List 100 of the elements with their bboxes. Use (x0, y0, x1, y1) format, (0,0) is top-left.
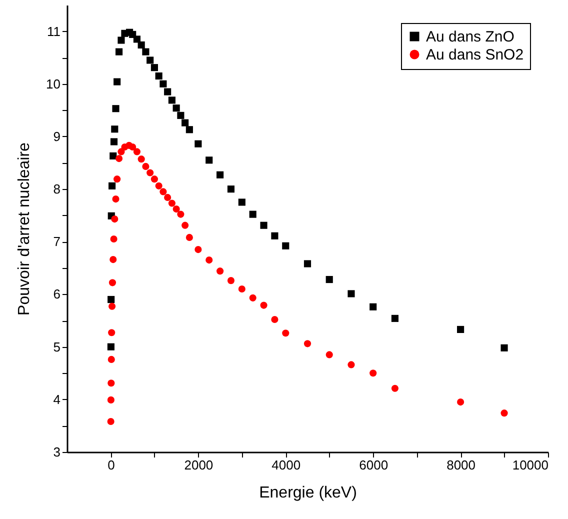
y-tick-label: 10 (46, 76, 60, 92)
y-tick-label: 9 (53, 128, 60, 144)
point (155, 72, 162, 80)
point (348, 290, 355, 298)
y-axis-title: Pouvoir d'arret nucleaire (16, 142, 34, 316)
point (282, 242, 290, 250)
point (206, 256, 213, 264)
point (172, 104, 180, 112)
point (260, 222, 268, 229)
point (150, 176, 158, 183)
point (238, 285, 246, 293)
y-tick-label: 3 (53, 444, 60, 460)
point (116, 48, 123, 56)
point (164, 194, 172, 201)
point (391, 314, 398, 322)
point (142, 162, 150, 170)
point (133, 36, 140, 43)
point (186, 126, 193, 134)
x-axis-title: Energie (keV) (259, 484, 357, 502)
point (118, 36, 125, 44)
point (304, 340, 312, 348)
x-tick-label: 2000 (184, 458, 214, 472)
y-tick-label: 5 (53, 339, 60, 354)
point (271, 232, 278, 240)
point (249, 294, 256, 302)
point (114, 176, 121, 183)
point (282, 330, 290, 337)
legend-label: Au dans ZnO (426, 28, 514, 46)
point (206, 156, 213, 164)
point (391, 384, 398, 392)
point (116, 155, 123, 162)
point (129, 143, 136, 151)
point (107, 418, 114, 426)
point (168, 200, 176, 207)
point (160, 80, 167, 88)
point (326, 351, 333, 358)
point (108, 380, 115, 387)
point (370, 303, 377, 310)
point (155, 182, 162, 190)
point (194, 140, 202, 148)
point (216, 171, 224, 178)
point (108, 356, 115, 363)
point (146, 56, 154, 64)
point (107, 396, 114, 404)
point (110, 256, 117, 264)
y-tick-label: 6 (53, 286, 60, 302)
point (111, 126, 118, 133)
point (370, 370, 377, 377)
point (112, 105, 120, 112)
x-tick-label: 4000 (272, 458, 301, 472)
point (142, 48, 150, 56)
point (133, 148, 140, 156)
point (457, 326, 464, 334)
point (326, 276, 333, 284)
point (110, 152, 117, 160)
y-tick-label: 7 (53, 234, 60, 250)
point (160, 188, 167, 196)
point (146, 169, 154, 176)
point (108, 182, 116, 190)
point (172, 206, 180, 213)
point (110, 235, 118, 243)
point (182, 119, 189, 126)
point (227, 277, 235, 284)
point (164, 88, 172, 96)
point (177, 210, 184, 218)
point (500, 410, 508, 417)
point (348, 361, 355, 368)
point (168, 96, 176, 104)
point (194, 246, 202, 254)
x-tick-label: 6000 (359, 458, 388, 472)
point (186, 234, 193, 241)
point (150, 64, 158, 72)
y-tick-label: 8 (53, 182, 60, 197)
y-tick-label: 11 (47, 24, 60, 39)
point (177, 112, 184, 119)
point (500, 344, 508, 352)
y-tick-label: 4 (53, 392, 60, 407)
point (110, 138, 118, 146)
point (138, 41, 145, 48)
point (112, 196, 120, 203)
point (238, 198, 246, 206)
point (457, 398, 464, 406)
point (216, 268, 224, 275)
point (108, 296, 115, 304)
x-tick-label: 8000 (446, 458, 476, 472)
x-tick-label: 0 (108, 458, 115, 472)
point (249, 210, 256, 218)
point (182, 222, 189, 229)
point (108, 302, 116, 310)
point (108, 279, 116, 286)
point (108, 329, 116, 336)
point (107, 343, 114, 350)
x-tick-label: 10000 (512, 458, 548, 472)
point (227, 186, 235, 193)
point (271, 316, 278, 324)
point (111, 216, 118, 223)
legend-label: Au dans SnO2 (426, 46, 524, 64)
point (114, 78, 121, 86)
point (138, 156, 145, 163)
point (260, 302, 268, 309)
